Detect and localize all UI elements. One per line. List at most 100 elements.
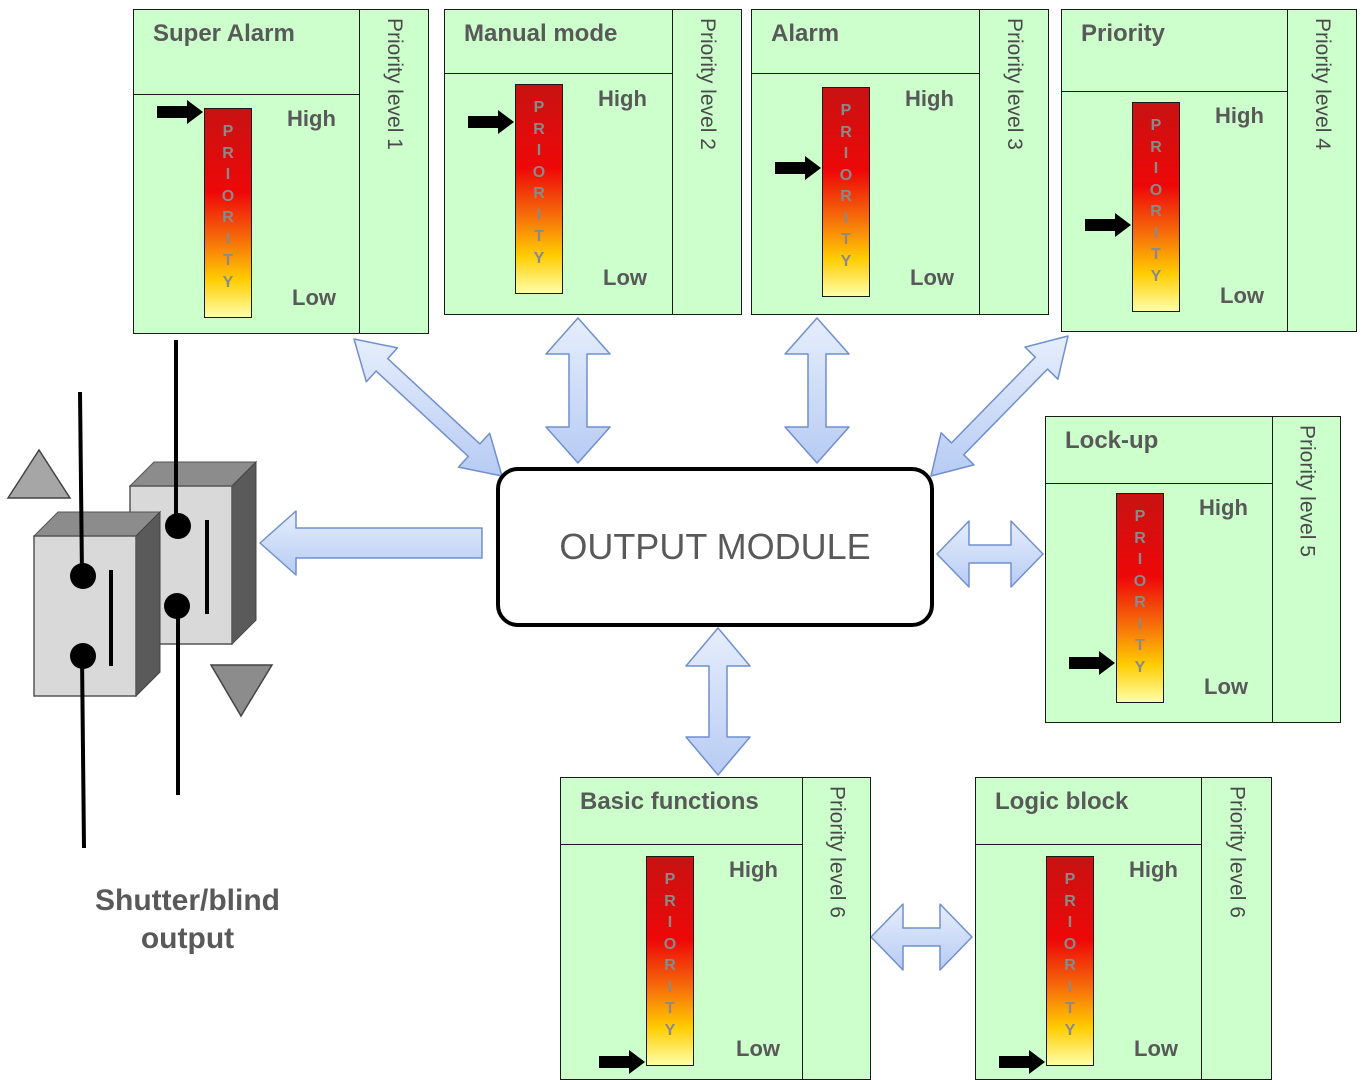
link-arrow-manual-mode	[545, 317, 611, 464]
terminal-dot	[165, 513, 191, 539]
pointer-arrow-icon	[999, 1050, 1045, 1074]
switch-front-side	[135, 510, 161, 698]
priority-bar-letter: T	[665, 1000, 675, 1017]
priority-bar-letter: I	[1153, 160, 1159, 177]
card-title: Alarm	[771, 20, 840, 47]
priority-bar-letter: P	[1134, 508, 1146, 525]
low-label: Low	[603, 265, 647, 290]
priority-level-label: Priority level 5	[1295, 425, 1319, 557]
pointer-arrow-icon	[775, 155, 821, 180]
priority-bar-letter: O	[1063, 935, 1077, 953]
terminal-dot	[70, 643, 96, 669]
priority-bar-letter: I	[225, 166, 231, 183]
low-label: Low	[1204, 674, 1248, 699]
priority-level-label: Priority level 2	[696, 18, 719, 150]
priority-bar-letter: T	[1135, 637, 1145, 654]
pointer-arrow-icon	[599, 1050, 645, 1074]
priority-bar-letter: O	[1149, 181, 1163, 199]
card-header: Basic functions	[561, 778, 802, 845]
low-label: Low	[736, 1036, 780, 1061]
card-title: Priority	[1081, 20, 1166, 47]
card-title: Manual mode	[464, 20, 618, 47]
priority-bar-letter: R	[533, 185, 545, 202]
high-label: High	[1199, 495, 1248, 520]
priority-level-label: Priority level 1	[383, 18, 406, 150]
high-label: High	[1129, 857, 1178, 882]
priority-bar-letter: Y	[222, 273, 234, 291]
low-label: Low	[292, 285, 336, 310]
priority-bar-letter: R	[840, 188, 852, 205]
output-arrow-icon	[259, 510, 483, 576]
pointer-arrow-icon	[1085, 213, 1131, 238]
priority-bar-letter: R	[222, 144, 234, 162]
priority-bar-letter: Y	[664, 1021, 676, 1039]
wire	[78, 391, 84, 577]
priority-bar-letter: I	[1137, 551, 1143, 568]
priority-bar-letter: Y	[1064, 1021, 1076, 1039]
shutter-illustration	[6, 340, 274, 849]
priority-level-panel: Priority level 4	[1287, 9, 1357, 332]
priority-bar-letter: O	[839, 166, 853, 184]
priority-bar-letter: R	[840, 123, 852, 141]
priority-bar-letter: P	[533, 99, 545, 116]
priority-bar-letter: O	[221, 187, 235, 205]
priority-bar-letter: P	[664, 871, 676, 888]
priority-bar-letter: R	[664, 892, 676, 910]
priority-bar-letter: R	[1150, 138, 1162, 156]
low-label: Low	[910, 265, 954, 290]
priority-bar-letter: P	[840, 102, 852, 119]
card-header: Priority	[1062, 10, 1287, 92]
arrows-group	[259, 317, 1069, 971]
priority-bar-letter: I	[1153, 224, 1159, 242]
link-arrow-logic-block	[870, 903, 973, 971]
card-title: Lock-up	[1065, 427, 1159, 454]
high-label: High	[1215, 103, 1264, 128]
priority-bar-letter: I	[667, 978, 673, 996]
priority-level-panel: Priority level 1	[359, 9, 429, 334]
pointer-arrow-icon	[1069, 650, 1115, 675]
priority-bar-letter: R	[1064, 892, 1076, 910]
high-label: High	[729, 857, 778, 882]
link-arrow-priority	[930, 335, 1069, 477]
priority-bar-letter: T	[1065, 1000, 1075, 1017]
priority-bar-letter: Y	[1150, 267, 1162, 285]
priority-bar-letter: T	[223, 252, 233, 269]
priority-bar-letter: I	[536, 206, 542, 224]
low-label: Low	[1220, 283, 1264, 308]
link-arrow-alarm	[784, 317, 850, 464]
priority-bar-letter: O	[1133, 572, 1147, 590]
priority-level-panel: Priority level 2	[672, 9, 742, 315]
priority-bar-letter: I	[843, 145, 849, 162]
priority-bar-letter: T	[841, 231, 851, 248]
priority-bar-letter: R	[664, 957, 676, 974]
up-triangle-icon	[6, 448, 72, 499]
terminal-dot	[70, 563, 96, 589]
card-title: Logic block	[995, 788, 1129, 815]
priority-bar-letter: R	[1064, 957, 1076, 974]
priority-bar-letter: I	[536, 142, 542, 159]
link-arrow-lock-up	[936, 520, 1044, 588]
shutter-output-label: Shutter/blind output	[60, 882, 315, 958]
output-module: OUTPUT MODULE	[496, 467, 934, 627]
card-header: Logic block	[976, 778, 1201, 845]
priority-level-panel: Priority level 5	[1272, 416, 1341, 723]
high-label: High	[598, 86, 647, 111]
priority-bar-letter: O	[663, 935, 677, 953]
card-title: Super Alarm	[153, 20, 295, 47]
link-arrow-super-alarm	[353, 338, 503, 477]
shutter-output-label-line1: Shutter/blind	[95, 884, 280, 917]
high-label: High	[287, 106, 336, 131]
priority-bar-letter: I	[1067, 914, 1073, 931]
